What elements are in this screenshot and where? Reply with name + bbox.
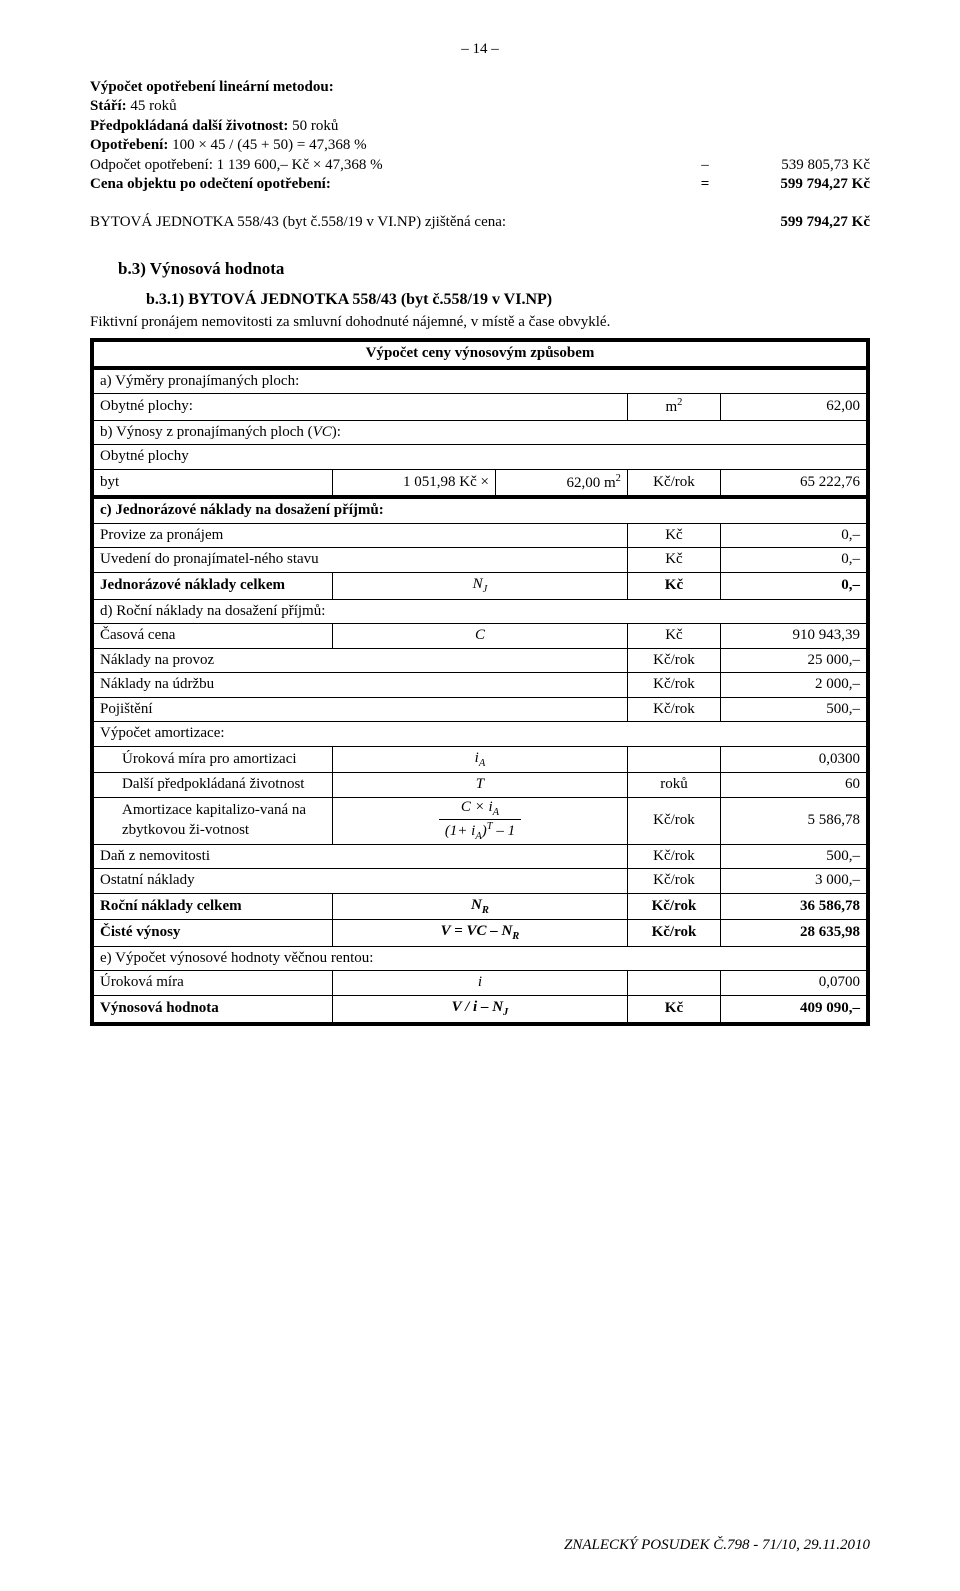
area-value: 62,00 [721,394,868,421]
provize-label: Provize za pronájem [92,523,627,548]
m2-cell: m2 [627,394,720,421]
kc-rok-6: Kč/rok [627,844,720,869]
amort-row: Výpočet amortizace: [92,722,868,747]
dalsi-ziv-label: Další předpokládaná životnost [92,773,333,798]
pojisteni-label: Pojištění [92,697,627,722]
roku: roků [627,773,720,798]
section-a-row: a) Výměry pronajímaných ploch: [92,368,868,394]
udrzba-val: 2 000,– [721,673,868,698]
section-e-row: e) Výpočet výnosové hodnoty věčnou rento… [92,946,868,971]
kc-rok-2: Kč/rok [627,648,720,673]
kc-rok-5: Kč/rok [627,797,720,844]
age-line: Stáří: 45 roků [90,97,870,117]
byt-label: byt [92,469,333,497]
urok-amort-label: Úroková míra pro amortizaci [92,746,333,773]
kc-1: Kč [627,523,720,548]
ia-val: 0,0300 [721,746,868,773]
casova-val: 910 943,39 [721,624,868,649]
kc-rok-7: Kč/rok [627,869,720,894]
byt-price: 1 051,98 Kč × [333,469,496,497]
v-formula-cell: V = VC – NR [333,920,628,947]
unit-line: BYTOVÁ JEDNOTKA 558/43 (byt č.558/19 v V… [90,213,870,233]
nj-cell: NJ [333,572,628,599]
footer-text: ZNALECKÝ POSUDEK Č.798 - 71/10, 29.11.20… [564,1536,870,1556]
byt-total: 65 222,76 [721,469,868,497]
cost-row: Cena objektu po odečtení opotřebení: = 5… [90,175,870,195]
amort-kap-label: Amortizace kapitalizo-vaná na zbytkovou … [92,797,333,844]
kc-rok-9: Kč/rok [627,920,720,947]
b31-heading: b.3.1) BYTOVÁ JEDNOTKA 558/43 (byt č.558… [146,290,870,311]
ia-cell: iA [333,746,628,773]
ciste-val: 28 635,98 [721,920,868,947]
kc-3: Kč [627,572,720,599]
obytne-label: Obytné plochy: [92,394,627,421]
table-header-row: Výpočet ceny výnosovým způsobem [92,340,868,368]
i-sym: i [333,971,628,996]
section-b-row: b) Výnosy z pronajímaných ploch (VC): [92,420,868,445]
dan-val: 500,– [721,844,868,869]
empty-1 [627,746,720,773]
obytne2-row: Obytné plochy [92,445,868,470]
life-line: Předpokládaná další životnost: 50 roků [90,117,870,137]
ostatni-label: Ostatní náklady [92,869,627,894]
nr-cell: NR [333,893,628,920]
vyn-val: 409 090,– [721,995,868,1023]
amort-val: 5 586,78 [721,797,868,844]
empty-2 [627,971,720,996]
b3-heading: b.3) Výnosová hodnota [118,258,870,280]
kc-rok-1: Kč/rok [627,469,720,497]
provoz-val: 25 000,– [721,648,868,673]
deduct-row: Odpočet opotřebení: 1 139 600,– Kč × 47,… [90,156,870,176]
c-sym: C [333,624,628,649]
jednoraz-label: Jednorázové náklady celkem [92,572,333,599]
rocni-val: 36 586,78 [721,893,868,920]
vyn-formula-cell: V / i – NJ [333,995,628,1023]
pojisteni-val: 500,– [721,697,868,722]
vyn-hod-label: Výnosová hodnota [92,995,333,1023]
ostatni-val: 3 000,– [721,869,868,894]
frac-cell: C × iA (1+ iA)T – 1 [333,797,628,844]
kc-5: Kč [627,995,720,1023]
uvedeni-label: Uvedení do pronajímatel-ného stavu [92,548,627,573]
kc-2: Kč [627,548,720,573]
calc-line: Opotřebení: 100 × 45 / (45 + 50) = 47,36… [90,136,870,156]
wear-title: Výpočet opotřebení lineární metodou: [90,78,870,98]
fiktivni-text: Fiktivní pronájem nemovitosti za smluvní… [90,313,870,333]
jednoraz-val: 0,– [721,572,868,599]
byt-area: 62,00 m2 [496,469,628,497]
ciste-label: Čisté výnosy [92,920,333,947]
t-sym: T [333,773,628,798]
page-number: – 14 – [90,40,870,60]
kc-rok-3: Kč/rok [627,673,720,698]
urok-mira-label: Úroková míra [92,971,333,996]
kc-rok-4: Kč/rok [627,697,720,722]
i-val: 0,0700 [721,971,868,996]
section-c-row: c) Jednorázové náklady na dosažení příjm… [92,497,868,523]
kc-4: Kč [627,624,720,649]
yield-table: Výpočet ceny výnosovým způsobem a) Výměr… [90,338,870,1025]
udrzba-label: Náklady na údržbu [92,673,627,698]
t-val: 60 [721,773,868,798]
uvedeni-val: 0,– [721,548,868,573]
rocni-label: Roční náklady celkem [92,893,333,920]
dan-label: Daň z nemovitosti [92,844,627,869]
casova-label: Časová cena [92,624,333,649]
section-d-row: d) Roční náklady na dosažení příjmů: [92,599,868,624]
kc-rok-8: Kč/rok [627,893,720,920]
provize-val: 0,– [721,523,868,548]
provoz-label: Náklady na provoz [92,648,627,673]
